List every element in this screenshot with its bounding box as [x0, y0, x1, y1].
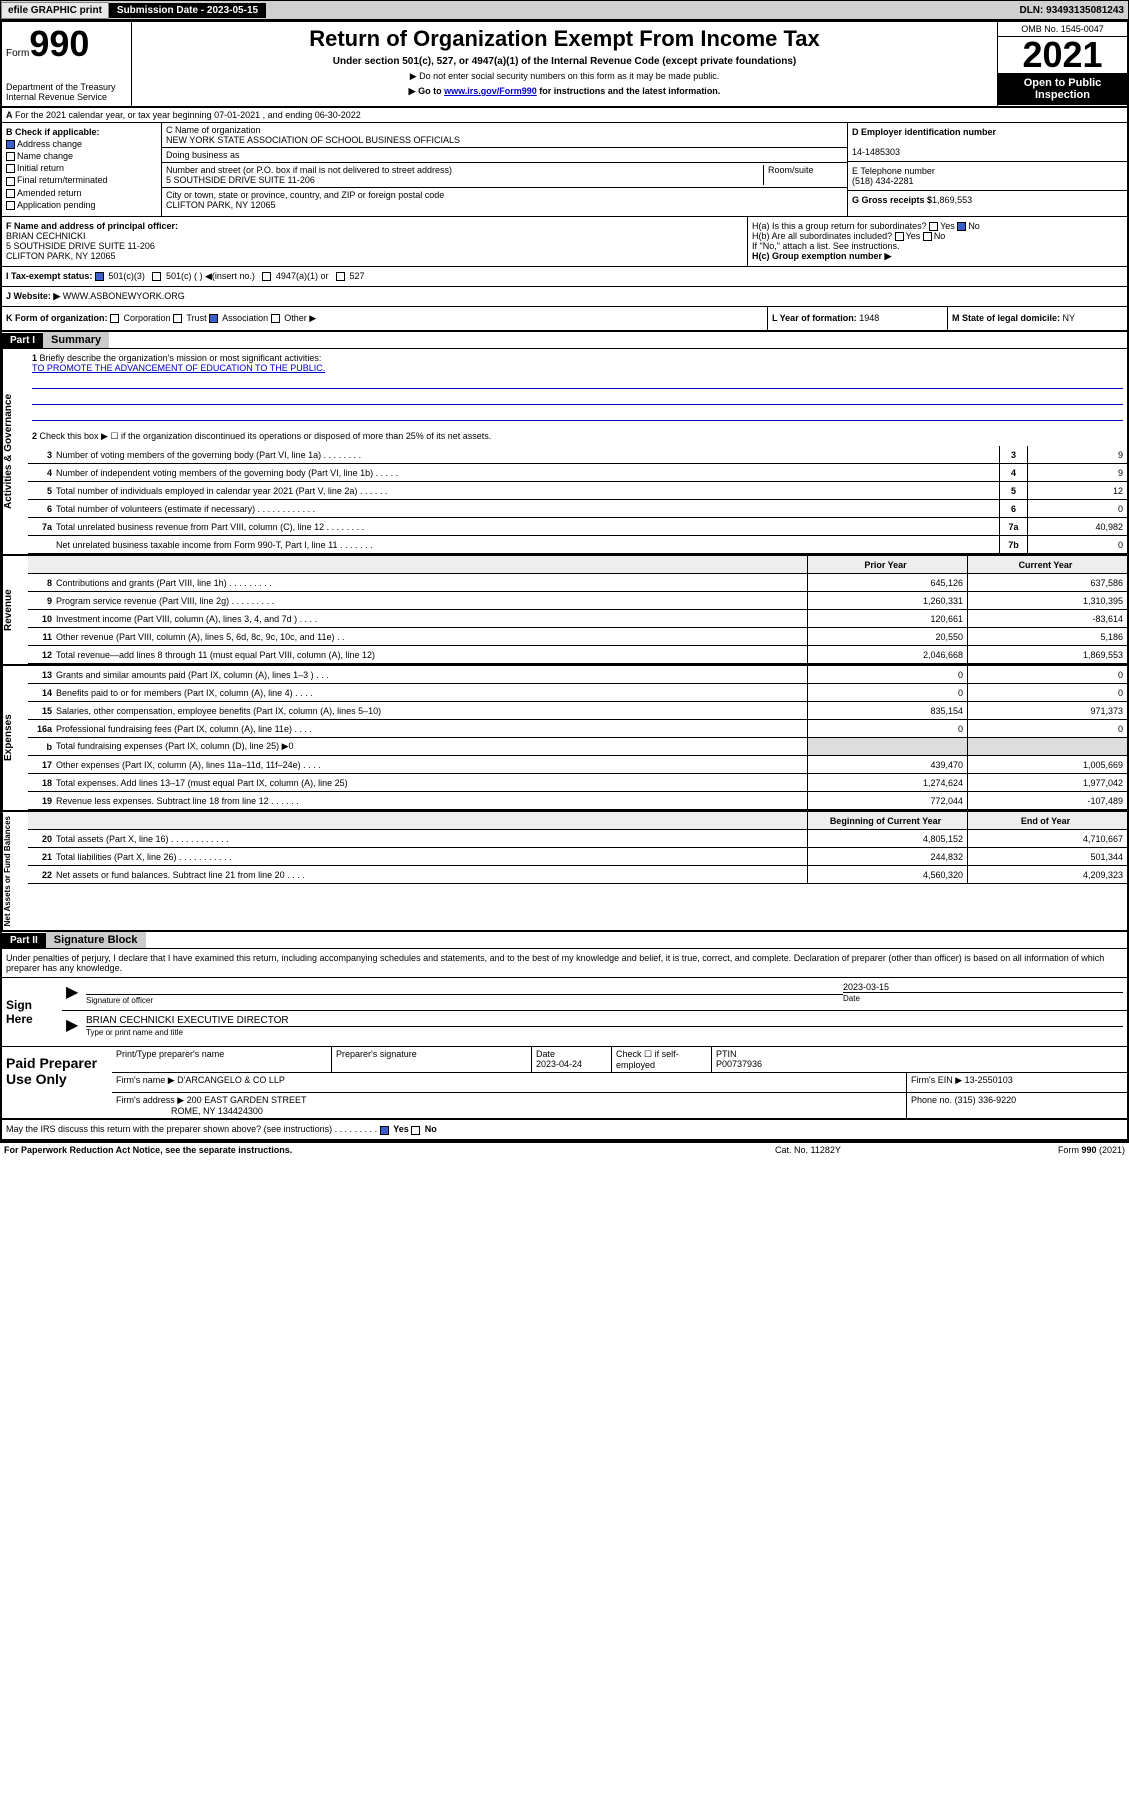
ein: 14-1485303	[852, 147, 900, 157]
col-b-header: B Check if applicable:	[6, 127, 157, 137]
state-domicile: NY	[1063, 313, 1076, 323]
chk-final[interactable]	[6, 177, 15, 186]
chk-discuss-yes[interactable]	[380, 1126, 389, 1135]
year-formation: 1948	[859, 313, 879, 323]
vert-activities: Activities & Governance	[2, 349, 28, 554]
firm-phone: (315) 336-9220	[955, 1095, 1017, 1105]
ptin: P00737936	[716, 1059, 762, 1069]
vert-revenue: Revenue	[2, 556, 28, 664]
form-container: Form990 Department of the Treasury Inter…	[0, 20, 1129, 1143]
vert-expenses: Expenses	[2, 666, 28, 810]
irs-link[interactable]: www.irs.gov/Form990	[444, 86, 537, 96]
form-number: 990	[29, 23, 89, 64]
chk-hb-yes[interactable]	[895, 232, 904, 241]
chk-hb-no[interactable]	[923, 232, 932, 241]
website: WWW.ASBONEWYORK.ORG	[63, 291, 185, 301]
paid-preparer-label: Paid Preparer Use Only	[2, 1047, 112, 1118]
chk-501c3[interactable]	[95, 272, 104, 281]
org-name: NEW YORK STATE ASSOCIATION OF SCHOOL BUS…	[166, 135, 460, 145]
top-bar: efile GRAPHIC print Submission Date - 20…	[0, 0, 1129, 20]
footer-form: Form 990 (2021)	[975, 1145, 1125, 1155]
chk-ha-yes[interactable]	[929, 222, 938, 231]
chk-application[interactable]	[6, 201, 15, 210]
chk-initial[interactable]	[6, 164, 15, 173]
footer-paperwork: For Paperwork Reduction Act Notice, see …	[4, 1145, 775, 1155]
chk-501c[interactable]	[152, 272, 161, 281]
sig-date: 2023-03-15	[843, 982, 889, 992]
form-label: Form	[6, 48, 29, 59]
footer-cat: Cat. No. 11282Y	[775, 1145, 975, 1155]
form-title: Return of Organization Exempt From Incom…	[136, 26, 993, 52]
line-a: A For the 2021 calendar year, or tax yea…	[2, 108, 1127, 123]
part1-header: Part I	[2, 333, 43, 348]
street-address: 5 SOUTHSIDE DRIVE SUITE 11-206	[166, 175, 315, 185]
chk-amended[interactable]	[6, 189, 15, 198]
prep-date: 2023-04-24	[536, 1059, 582, 1069]
submission-date: Submission Date - 2023-05-15	[109, 3, 266, 18]
chk-527[interactable]	[336, 272, 345, 281]
chk-trust[interactable]	[173, 314, 182, 323]
subtitle-1: Under section 501(c), 527, or 4947(a)(1)…	[136, 56, 993, 67]
efile-print-btn[interactable]: efile GRAPHIC print	[1, 2, 109, 19]
sig-intro: Under penalties of perjury, I declare th…	[2, 949, 1127, 978]
part1-title: Summary	[43, 332, 109, 348]
firm-ein: 13-2550103	[965, 1075, 1013, 1085]
chk-4947[interactable]	[262, 272, 271, 281]
gross-receipts: 1,869,553	[932, 195, 972, 205]
officer-name: BRIAN CECHNICKI	[6, 231, 86, 241]
part2-title: Signature Block	[46, 932, 146, 948]
dln: DLN: 93493135081243	[1019, 5, 1128, 16]
firm-addr: 200 EAST GARDEN STREET	[187, 1095, 307, 1105]
vert-netassets: Net Assets or Fund Balances	[2, 812, 28, 930]
subtitle-3: ▶ Go to www.irs.gov/Form990 for instruct…	[136, 86, 993, 97]
telephone: (518) 434-2281	[852, 176, 914, 186]
tax-year: 2021	[998, 37, 1127, 73]
chk-other[interactable]	[271, 314, 280, 323]
chk-assoc[interactable]	[209, 314, 218, 323]
part2-header: Part II	[2, 933, 46, 948]
open-inspection: Open to Public Inspection	[998, 73, 1127, 105]
firm-name: D'ARCANGELO & CO LLP	[177, 1075, 285, 1085]
chk-name[interactable]	[6, 152, 15, 161]
subtitle-2: ▶ Do not enter social security numbers o…	[136, 71, 993, 82]
city-state-zip: CLIFTON PARK, NY 12065	[166, 200, 276, 210]
officer-name-title: BRIAN CECHNICKI EXECUTIVE DIRECTOR	[86, 1015, 289, 1026]
dept-treasury: Department of the Treasury Internal Reve…	[6, 82, 127, 102]
sign-here-label: Sign Here	[2, 978, 62, 1046]
chk-address[interactable]	[6, 140, 15, 149]
chk-corp[interactable]	[110, 314, 119, 323]
mission: TO PROMOTE THE ADVANCEMENT OF EDUCATION …	[32, 363, 325, 373]
chk-ha-no[interactable]	[957, 222, 966, 231]
chk-discuss-no[interactable]	[411, 1126, 420, 1135]
